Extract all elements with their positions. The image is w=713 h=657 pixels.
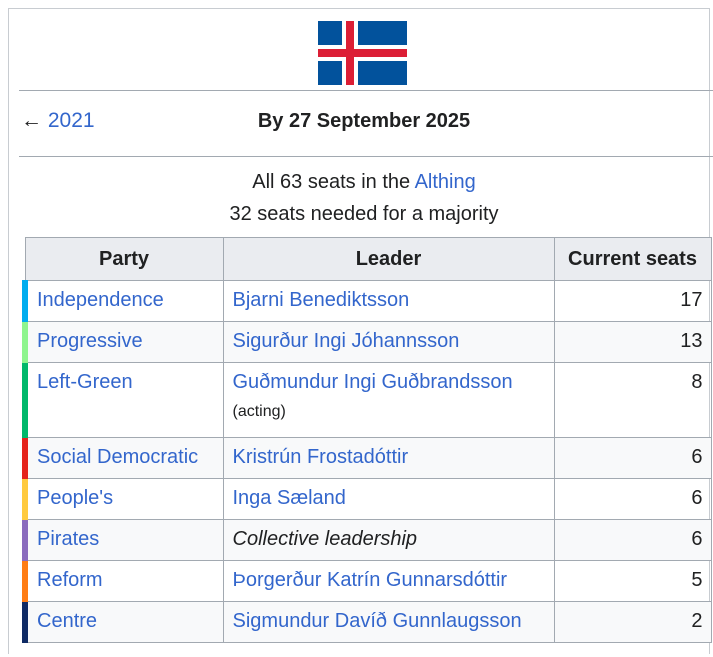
seats-text: All 63 seats in the [252,171,411,193]
party-cell: People's [22,478,224,520]
leader-link[interactable]: Guðmundur Ingi Guðbrandsson [232,371,513,393]
column-header: Leader [222,237,555,281]
party-row: Independence Bjarni Benediktsson 17 [22,280,712,322]
infobox: By 27 September 2025 ← 2021 All 63 seats… [8,8,713,654]
seats-cell: 2 [553,601,712,643]
seats-cell: 6 [553,437,712,479]
party-link[interactable]: Left-Green [37,371,133,393]
date: By 27 September 2025 [257,110,471,132]
party-row: People's Inga Sæland 6 [22,478,712,520]
seats-cell: 6 [553,478,712,520]
party-row: Pirates Collective leadership 6 [22,519,712,561]
party-link[interactable]: Social Democratic [37,446,199,468]
leader-link[interactable]: Inga Sæland [232,487,346,509]
majority-text: 32 seats needed for a majority [229,203,499,225]
seats-cell: 5 [553,560,712,602]
party-row: Centre Sigmundur Davíð Gunnlaugsson 2 [22,601,712,643]
column-header: Current seats [553,237,712,281]
party-link[interactable]: Independence [37,289,164,311]
seats-info: All 63 seats in the Althing 32 seats nee… [9,166,713,230]
party-cell: Left-Green [22,362,224,438]
party-table: Party Leader Current seats Independence Bja… [22,237,712,643]
column-header: Party [24,237,224,281]
divider [19,90,713,91]
party-row: Left-Green Guðmundur Ingi Guðbrandsson (ac… [22,362,712,438]
party-link[interactable]: People's [37,487,114,509]
party-cell: Social Democratic [22,437,224,479]
leader-link[interactable]: Kristrún Frostadóttir [232,446,409,468]
header-row: Party Leader Current seats [24,237,712,281]
leader-cell: Inga Sæland [222,478,555,520]
party-link[interactable]: Centre [37,610,98,632]
leader-text: Collective leadership [232,528,418,550]
party-cell: Pirates [22,519,224,561]
leader-cell: Collective leadership [222,519,555,561]
seats-cell: 8 [553,362,712,438]
leader-cell: Kristrún Frostadóttir [222,437,555,479]
leader-cell: Guðmundur Ingi Guðbrandsson (acting) [222,362,555,438]
party-link[interactable]: Reform [37,569,103,591]
party-cell: Progressive [22,321,224,363]
party-cell: Reform [22,560,224,602]
prev-link[interactable]: 2021 [47,109,95,132]
prev-election[interactable]: ← 2021 [21,109,95,133]
leader-cell: Sigmundur Davíð Gunnlaugsson [222,601,555,643]
party-cell: Independence [22,280,224,322]
party-link[interactable]: Progressive [37,330,143,352]
leader-cell: Þorgerður Katrín Gunnarsdóttir [222,560,555,602]
table-body: Independence Bjarni Benediktsson 17 Progres… [22,280,712,643]
leader-link[interactable]: Sigurður Ingi Jóhannsson [232,330,460,352]
seats-cell: 13 [553,321,712,363]
party-cell: Centre [22,601,224,643]
leader-link[interactable]: Sigmundur Davíð Gunnlaugsson [232,610,522,632]
arrow: ← [21,109,42,132]
leader-link[interactable]: Bjarni Benediktsson [232,289,410,311]
party-row: Reform Þorgerður Katrín Gunnarsdóttir 5 [22,560,712,602]
leader-link[interactable]: Þorgerður Katrín Gunnarsdóttir [232,569,508,591]
party-row: Social Democratic Kristrún Frostadóttir 6 [22,437,712,479]
divider [19,156,713,157]
seats-cell: 6 [553,519,712,561]
leader-note: (acting) [232,403,286,420]
leader-cell: Bjarni Benediktsson [222,280,555,322]
flag [318,21,407,85]
althing-link[interactable]: Althing [414,171,476,193]
party-row: Progressive Sigurður Ingi Jóhannsson 13 [22,321,712,363]
party-link[interactable]: Pirates [37,528,100,550]
seats-cell: 17 [553,280,712,322]
leader-cell: Sigurður Ingi Jóhannsson [222,321,555,363]
